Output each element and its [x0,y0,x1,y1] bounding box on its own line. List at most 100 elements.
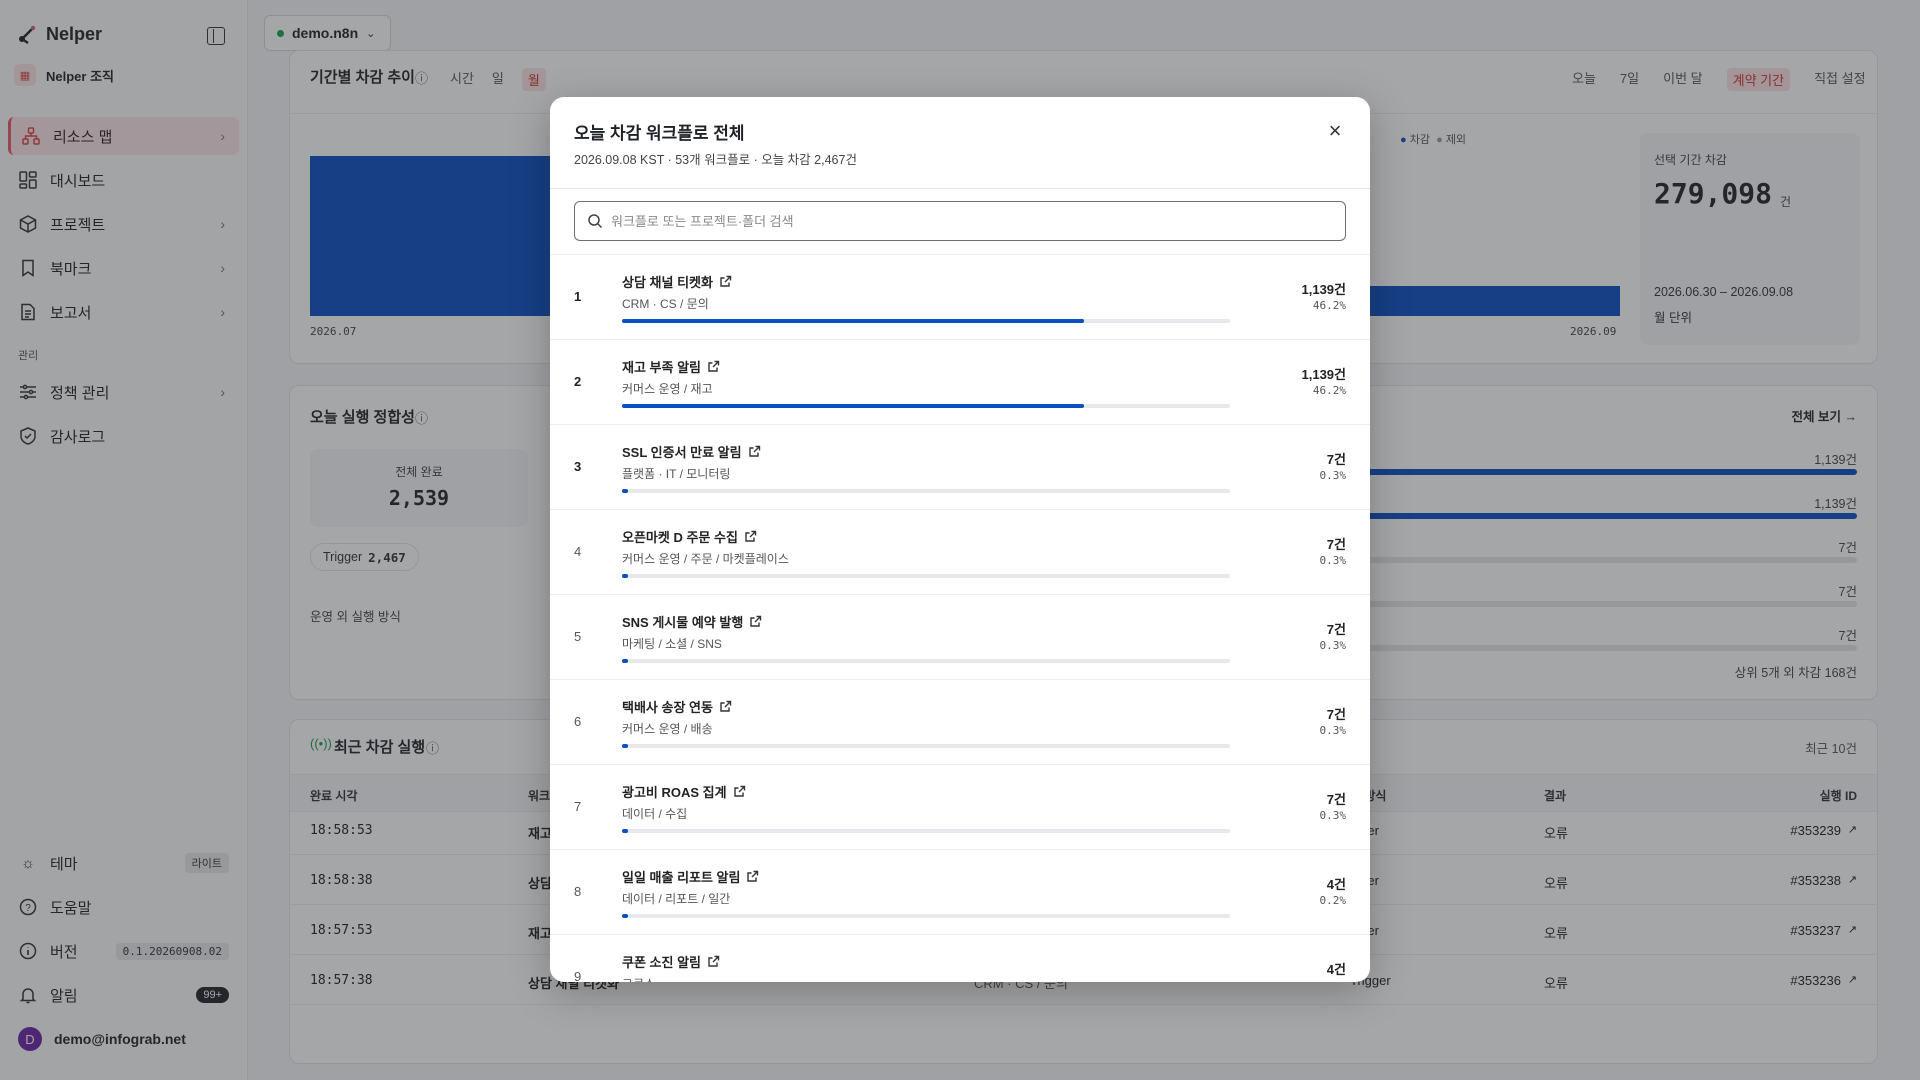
search-input[interactable] [611,213,1311,229]
external-link-icon[interactable] [748,445,761,458]
external-link-icon[interactable]: ↗ [1847,874,1857,886]
sidebar-collapse-icon[interactable] [207,27,225,45]
tab-hour[interactable]: 시간 [450,71,474,86]
nav-dashboard[interactable]: 대시보드 [8,161,239,199]
total-value: 279,098 [1654,177,1773,210]
workflow-link[interactable]: 일일 매출 리포트 알림 [622,867,759,886]
row-rank: 1 [574,289,582,304]
share-bar-fill [622,914,628,918]
external-link-icon[interactable] [707,360,720,373]
workflow-row[interactable]: 7 광고비 ROAS 집계 데이터 / 수집 7건 0.3% [550,764,1370,849]
workflow-row[interactable]: 8 일일 매출 리포트 알림 데이터 / 리포트 / 일간 4건 0.2% [550,849,1370,934]
workflow-name: 택배사 송장 연동 [622,700,713,715]
external-link-icon[interactable] [746,870,759,883]
theme-toggle[interactable]: ☼ 테마 라이트 [8,845,239,881]
close-icon[interactable]: × [1328,118,1342,143]
workflow-path: 그로스 [622,975,655,982]
nav-policy[interactable]: 정책 관리 › [8,373,239,411]
info-icon: ⓘ [415,411,429,426]
exec-id-link[interactable]: #353236 [1790,973,1841,988]
tab-custom[interactable]: 직접 설정 [1814,71,1866,86]
side-bar [1360,469,1857,475]
nav-report[interactable]: 보고서 › [8,293,239,331]
row-rank: 6 [574,714,582,729]
row-count: 4건 [1326,877,1346,892]
project-icon [18,214,38,234]
workflow-path: CRM · CS / 문의 [622,297,709,311]
external-link-icon[interactable] [733,785,746,798]
row-result: 오류 [1544,826,1568,841]
other-methods-label: 운영 외 실행 방식 [310,610,401,624]
nav-audit-log[interactable]: 감사로그 [8,417,239,455]
external-link-icon[interactable]: ↗ [1847,824,1857,836]
alerts-link[interactable]: 알림 99+ [8,977,239,1013]
view-all-link[interactable]: 전체 보기 → [1791,410,1857,424]
workflow-link[interactable]: SNS 게시물 예약 발행 [622,612,762,631]
external-link-icon[interactable]: ↗ [1847,974,1857,986]
workflow-row[interactable]: 6 택배사 송장 연동 커머스 운영 / 배송 7건 0.3% [550,679,1370,764]
tab-today[interactable]: 오늘 [1572,71,1596,86]
share-bar-fill [622,744,628,748]
exec-id-link[interactable]: #353239 [1790,823,1841,838]
workflow-link[interactable]: 재고 부족 알림 [622,357,720,376]
workflow-row[interactable]: 3 SSL 인증서 만료 알림 플랫폼 · IT / 모니터링 7건 0.3% [550,424,1370,509]
tab-this-month[interactable]: 이번 달 [1663,71,1703,86]
nav-label: 북마크 [50,260,92,278]
workflow-link[interactable]: 상담 채널 티켓화 [622,272,732,291]
nav-project[interactable]: 프로젝트 › [8,205,239,243]
tab-7d[interactable]: 7일 [1619,71,1640,86]
x-axis-start: 2026.07 [310,325,357,338]
exec-id-link[interactable]: #353237 [1790,923,1841,938]
external-link-icon[interactable] [707,955,720,968]
side-bar-fill [1360,513,1857,519]
workflow-row[interactable]: 1 상담 채널 티켓화 CRM · CS / 문의 1,139건 46.2% [550,254,1370,339]
others-note: 상위 5개 외 차감 168건 [1734,666,1857,680]
user-email: demo@infograb.net [54,1031,186,1047]
workflow-row[interactable]: 5 SNS 게시물 예약 발행 마케팅 / 소셜 / SNS 7건 0.3% [550,594,1370,679]
workflow-link[interactable]: 오픈마켓 D 주문 수집 [622,527,757,546]
user-menu[interactable]: D demo@infograb.net [8,1021,239,1057]
external-link-icon[interactable] [719,275,732,288]
nav-label: 대시보드 [50,172,106,190]
broadcast-icon: ((•)) [310,736,332,751]
row-percent: 46.2% [1312,384,1346,397]
row-percent: 0.3% [1319,554,1347,567]
tab-contract-period[interactable]: 계약 기간 [1726,68,1791,91]
recent-title: 최근 차감 실행 [334,739,426,756]
instance-selector[interactable]: demo.n8n ⌄ [264,15,391,51]
exec-id-link[interactable]: #353238 [1790,873,1841,888]
workflow-link[interactable]: 택배사 송장 연동 [622,697,732,716]
row-rank: 7 [574,799,582,814]
workflow-path: 마케팅 / 소셜 / SNS [622,637,722,651]
tab-day[interactable]: 일 [491,71,504,86]
external-link-icon[interactable] [719,700,732,713]
row-workflow: 재고 [528,826,552,841]
row-result: 오류 [1544,876,1568,891]
row-workflow: 재고 [528,926,552,941]
external-link-icon[interactable] [744,530,757,543]
workflow-search[interactable] [574,201,1346,241]
recent-note: 최근 10건 [1805,742,1857,756]
side-count: 1,139건 [1814,497,1857,511]
nav-bookmark[interactable]: 북마크 › [8,249,239,287]
workflow-row[interactable]: 4 오픈마켓 D 주문 수집 커머스 운영 / 주문 / 마켓플레이스 7건 0.3% [550,509,1370,594]
share-bar-fill [622,404,1084,408]
external-link-icon[interactable]: ↗ [1847,924,1857,936]
workflow-link[interactable]: 쿠폰 소진 알림 [622,952,720,971]
tab-month[interactable]: 월 [521,68,546,91]
external-link-icon[interactable] [749,615,762,628]
nav-resource-map[interactable]: 리소스 맵 › [8,117,239,155]
workflow-row[interactable]: 9 쿠폰 소진 알림그로스 4건 [550,934,1370,982]
sun-icon: ☼ [21,854,35,872]
brand[interactable]: Nelper [18,24,102,45]
workflow-link[interactable]: SSL 인증서 만료 알림 [622,442,761,461]
org-icon: ▦ [14,64,36,86]
side-count: 7건 [1838,541,1857,555]
workflow-path: 커머스 운영 / 재고 [622,382,713,396]
workflow-link[interactable]: 광고비 ROAS 집계 [622,782,746,801]
col-time: 완료 시각 [310,789,358,803]
row-count: 4건 [1326,962,1346,977]
org-switcher[interactable]: ▦ Nelper 조직 [14,64,114,86]
workflow-row[interactable]: 2 재고 부족 알림 커머스 운영 / 재고 1,139건 46.2% [550,339,1370,424]
help-link[interactable]: ? 도움말 [8,889,239,925]
